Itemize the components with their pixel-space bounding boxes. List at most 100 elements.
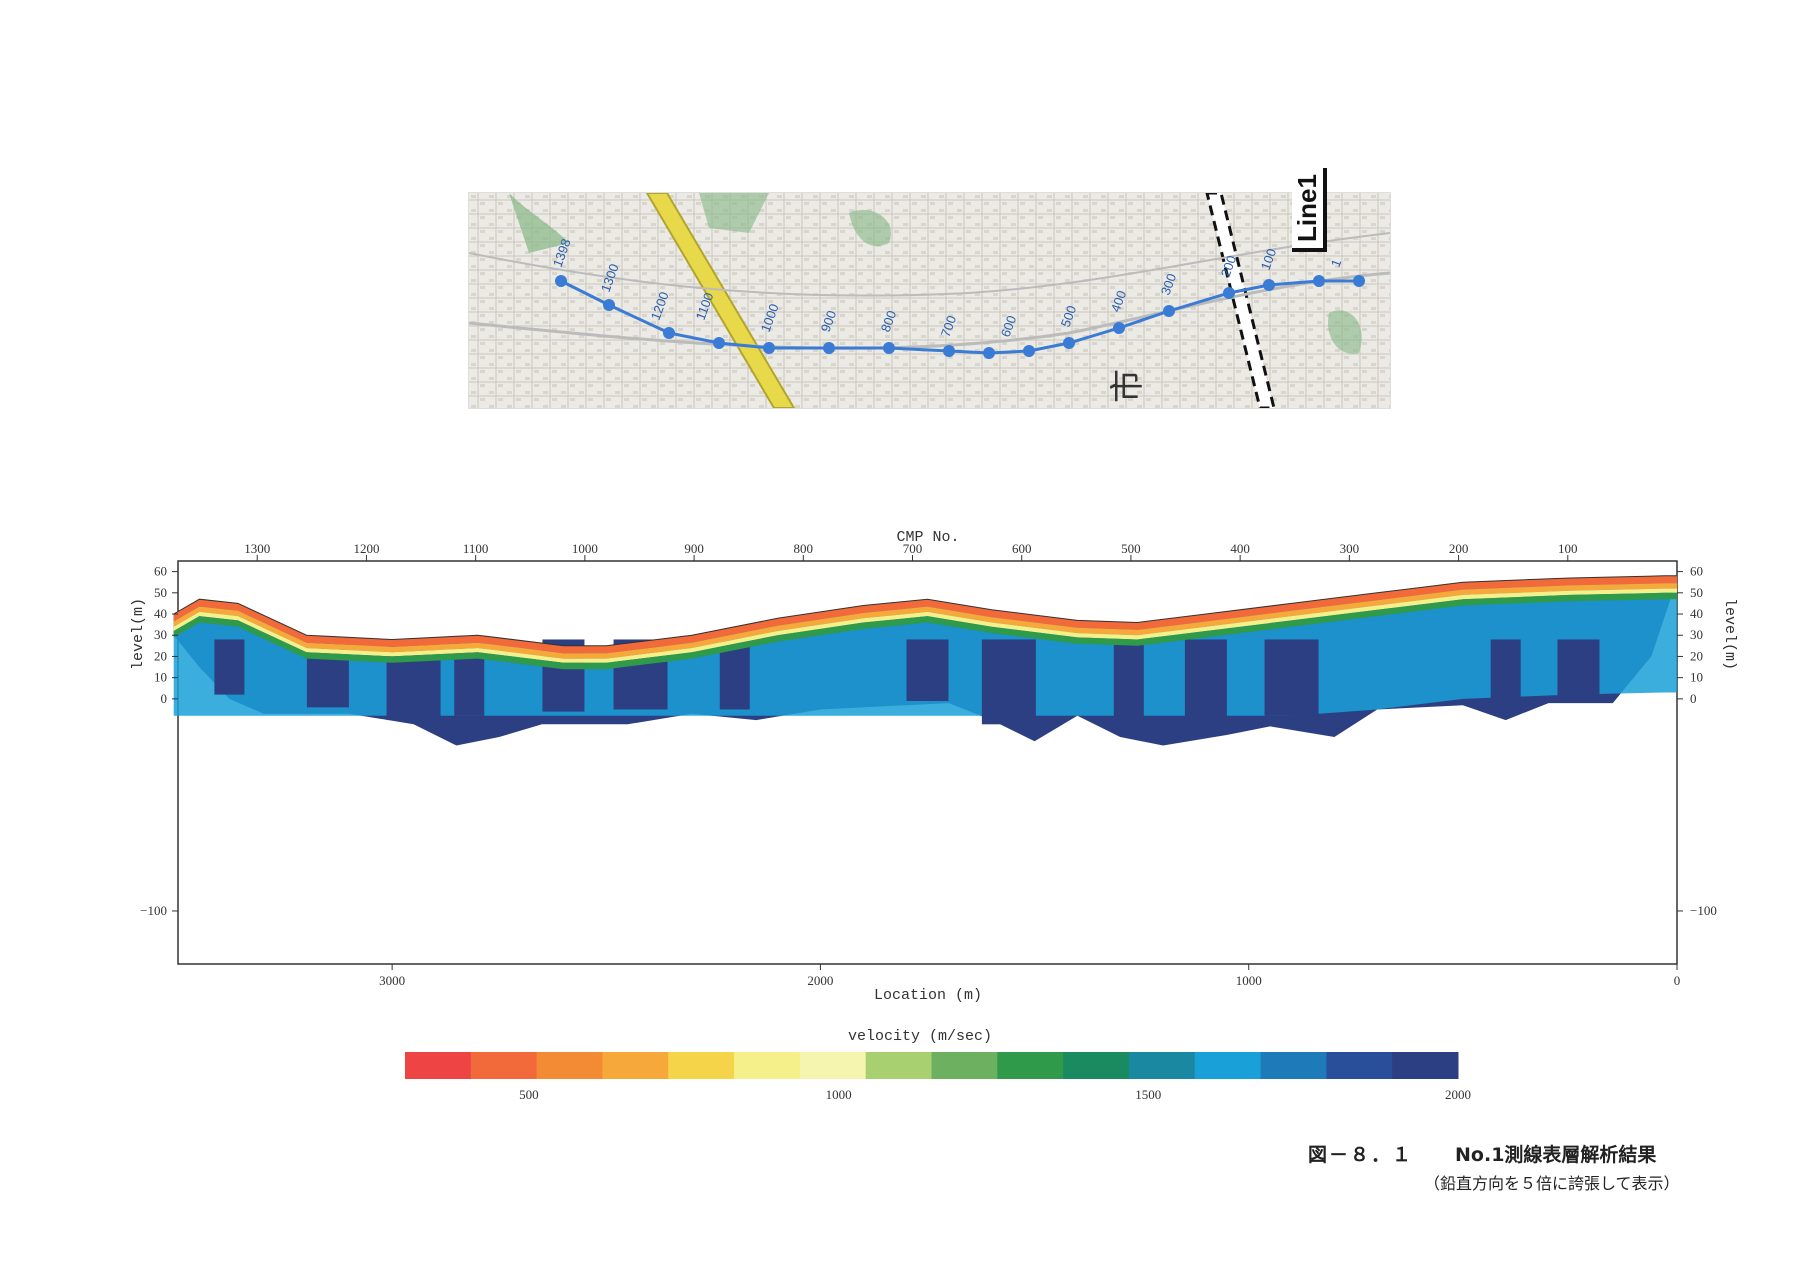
- colorbar-swatch: [1326, 1052, 1393, 1079]
- top-tick-label: 100: [1558, 541, 1578, 556]
- low-velocity-column: [1184, 639, 1227, 721]
- colorbar-tick-label: 500: [519, 1087, 539, 1102]
- highway: [645, 193, 796, 408]
- right-tick-label: 60: [1690, 564, 1703, 579]
- survey-point: [1163, 305, 1175, 317]
- left-axis: 60 50 40 30 20 10 0 −100: [140, 564, 178, 918]
- left-tick-label: 0: [161, 691, 168, 706]
- top-tick-label: 1000: [572, 541, 598, 556]
- survey-point: [1023, 345, 1035, 357]
- colorbar-swatch: [931, 1052, 998, 1079]
- left-tick-label: 40: [154, 606, 167, 621]
- low-velocity-column: [306, 639, 349, 708]
- right-tick-label: 30: [1690, 627, 1703, 642]
- colorbar-tick-label: 1000: [826, 1087, 852, 1102]
- top-axis-title: CMP No.: [896, 529, 959, 546]
- colorbar-tick-label: 2000: [1445, 1087, 1471, 1102]
- top-tick-label: 900: [684, 541, 704, 556]
- left-tick-label: 20: [154, 648, 167, 663]
- left-tick-label: 50: [154, 585, 167, 600]
- road: [469, 232, 1390, 297]
- survey-point: [823, 342, 835, 354]
- colorbar-swatch: [1260, 1052, 1327, 1079]
- survey-point: [1063, 337, 1075, 349]
- right-axis-title: level(m): [1721, 598, 1738, 670]
- survey-point: [763, 342, 775, 354]
- middle-layer: [173, 575, 1678, 716]
- low-velocity-column: [214, 639, 245, 695]
- section-profile: [173, 575, 1678, 746]
- colorbar-swatch: [1194, 1052, 1262, 1079]
- survey-point: [1113, 322, 1125, 334]
- low-velocity-column: [1490, 639, 1521, 712]
- colorbar-swatch: [602, 1052, 669, 1079]
- top-tick-label: 1200: [353, 541, 379, 556]
- park-area: [849, 209, 891, 247]
- top-axis: 1300 1200 1100 1000 900 800 700 600 500 400 300 200…: [244, 541, 1578, 561]
- location-map: 市 1398 1300 1200 1100 1000 900 800 700 600 500 400…: [468, 192, 1391, 409]
- park-area: [509, 193, 569, 253]
- survey-point: [603, 299, 615, 311]
- low-velocity-column: [719, 639, 750, 710]
- colorbar-title: velocity (m/sec): [848, 1028, 993, 1045]
- station-label: 300: [1158, 272, 1180, 298]
- top-tick-label: 1300: [244, 541, 270, 556]
- low-velocity-column: [386, 639, 441, 721]
- bottom-axis-title: Location (m): [874, 987, 982, 1004]
- left-axis-title: level(m): [130, 598, 147, 670]
- low-velocity-column: [1557, 639, 1600, 699]
- colorbar-swatch: [1128, 1052, 1196, 1079]
- colorbar-swatch: [799, 1052, 867, 1079]
- survey-point: [983, 347, 995, 359]
- colorbar-swatch: [1392, 1052, 1459, 1079]
- station-label: 200: [1218, 254, 1240, 280]
- colorbar-swatch: [997, 1052, 1064, 1079]
- surface-layer-red: [173, 575, 1678, 654]
- right-tick-label: 10: [1690, 670, 1703, 685]
- station-label: 800: [878, 309, 900, 335]
- colorbar-swatch: [536, 1052, 603, 1079]
- colorbar-swatch: [668, 1052, 735, 1079]
- top-tick-label: 400: [1230, 541, 1250, 556]
- right-axis: 60 50 40 30 20 10 0 −100: [1677, 564, 1717, 918]
- top-tick-label: 200: [1449, 541, 1469, 556]
- right-tick-label: 0: [1690, 691, 1697, 706]
- station-label: 1: [1328, 257, 1345, 269]
- station-label: 900: [818, 309, 840, 335]
- railway: [1205, 193, 1276, 408]
- colorbar-swatch: [734, 1052, 801, 1079]
- top-tick-label: 600: [1012, 541, 1032, 556]
- low-velocity-column: [1113, 639, 1144, 731]
- surface-layer-orange: [173, 583, 1678, 659]
- colorbar-ticks: 500 1000 1500 2000: [519, 1087, 1471, 1102]
- surface-layer-yellow: [173, 588, 1678, 663]
- left-tick-label: 10: [154, 670, 167, 685]
- bottom-tick-label: 0: [1674, 973, 1681, 988]
- park-area: [699, 193, 769, 233]
- survey-point: [1313, 275, 1325, 287]
- top-tick-label: 800: [794, 541, 814, 556]
- survey-point: [1223, 287, 1235, 299]
- left-tick-label: 60: [154, 564, 167, 579]
- colorbar-tick-label: 1500: [1135, 1087, 1161, 1102]
- surface-layer-green: [173, 592, 1678, 670]
- station-label: 700: [938, 314, 960, 340]
- bottom-tick-label: 1000: [1236, 973, 1262, 988]
- station-label: 100: [1258, 247, 1280, 273]
- colorbar-swatch: [470, 1052, 538, 1079]
- survey-point: [663, 327, 675, 339]
- map-city-text: 市: [1108, 369, 1148, 403]
- figure-subtitle: （鉛直方向を５倍に誇張して表示）: [1424, 1174, 1680, 1193]
- ground-surface-line: [173, 575, 1677, 647]
- velocity-colorbar: [405, 1052, 1459, 1079]
- top-tick-label: 1100: [463, 541, 489, 556]
- left-tick-label: 30: [154, 627, 167, 642]
- low-velocity-column: [1264, 639, 1319, 716]
- survey-point: [713, 337, 725, 349]
- right-tick-label: 40: [1690, 606, 1703, 621]
- station-label: 600: [998, 314, 1020, 340]
- colorbar-swatch: [1063, 1052, 1130, 1079]
